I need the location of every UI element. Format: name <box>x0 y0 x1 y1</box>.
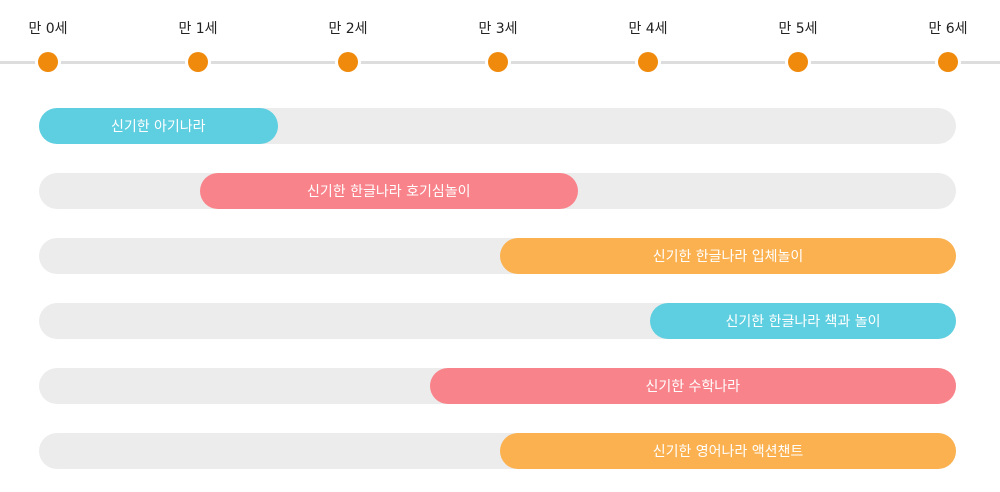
age-label: 만 0세 <box>28 21 68 37</box>
age-label: 만 6세 <box>928 21 968 37</box>
program-bar[interactable]: 신기한 아기나라 <box>39 108 278 144</box>
program-label: 신기한 아기나라 <box>110 119 206 135</box>
program-bar[interactable]: 신기한 한글나라 호기심놀이 <box>200 173 578 209</box>
program-label: 신기한 수학나라 <box>645 379 741 395</box>
age-label: 만 4세 <box>628 21 668 37</box>
age-marker-dot <box>788 52 808 72</box>
age-label: 만 1세 <box>178 21 218 37</box>
program-bar[interactable]: 신기한 한글나라 입체놀이 <box>500 238 956 274</box>
program-label: 신기한 한글나라 입체놀이 <box>652 249 804 265</box>
age-marker-dot <box>488 52 508 72</box>
program-bar[interactable]: 신기한 한글나라 책과 놀이 <box>650 303 956 339</box>
program-bar[interactable]: 신기한 영어나라 액션챈트 <box>500 433 956 469</box>
age-label: 만 3세 <box>478 21 518 37</box>
age-marker-dot <box>188 52 208 72</box>
program-label: 신기한 영어나라 액션챈트 <box>652 444 804 460</box>
age-timeline: 만 0세 만 1세 만 2세 만 3세 만 4세 만 5세 만 6세 <box>0 0 1000 80</box>
age-label: 만 5세 <box>778 21 818 37</box>
age-marker-dot <box>938 52 958 72</box>
program-label: 신기한 한글나라 책과 놀이 <box>725 314 881 330</box>
age-label: 만 2세 <box>328 21 368 37</box>
age-marker-dot <box>338 52 358 72</box>
age-marker-dot <box>38 52 58 72</box>
program-bar[interactable]: 신기한 수학나라 <box>429 368 956 404</box>
age-marker-dot <box>638 52 658 72</box>
program-label: 신기한 한글나라 호기심놀이 <box>307 184 471 200</box>
